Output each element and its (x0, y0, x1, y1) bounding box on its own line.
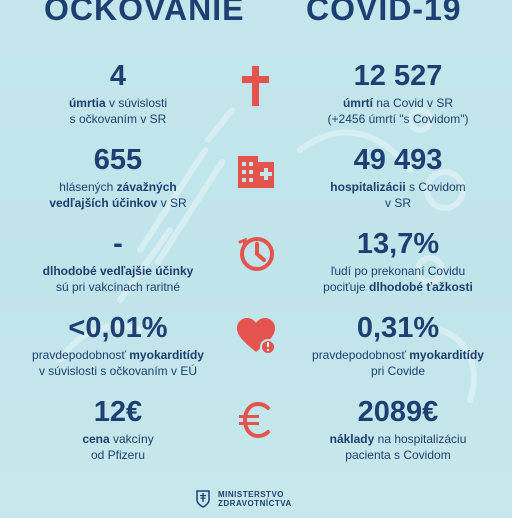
covid-hospitalizations-caption: hospitalizácii s Covidom v SR (294, 179, 502, 211)
covid-myocarditis-caption: pravdepodobnosť myokarditídy pri Covide (294, 347, 502, 379)
caption-text: pravdepodobnosť (312, 348, 410, 362)
vaccine-myocarditis-value: <0,01% (68, 312, 168, 344)
caption-text: ľudí po prekonaní Covidu (330, 264, 466, 278)
covid-myocarditis-value: 0,31% (356, 312, 440, 344)
caption-bold: úmrtia (68, 96, 106, 110)
stat-row-long-term: - dlhodobé vedľajšie účinky sú pri vakcí… (0, 228, 512, 312)
ministry-line1: MINISTERSTVO (218, 490, 285, 499)
caption-bold: myokarditídy (129, 348, 204, 362)
covid-long-term-stat: 13,7% ľudí po prekonaní Covidu pociťuje … (294, 228, 502, 295)
vaccine-long-term-caption: dlhodobé vedľajšie účinky sú pri vakcína… (18, 263, 218, 295)
vaccine-cost-stat: 12€ cena vakcíny od Pfizeru (18, 396, 218, 463)
vaccine-cost-value: 12€ (93, 396, 143, 428)
caption-bold: závažných (116, 180, 177, 194)
vaccine-long-term-stat: - dlhodobé vedľajšie účinky sú pri vakcí… (18, 228, 218, 295)
ministry-name: MINISTERSTVO ZDRAVOTNÍCTVA (218, 490, 292, 508)
caption-line2-bold: vedľajších účinkov (49, 196, 158, 210)
caption-bold: dlhodobé vedľajšie účinky (42, 264, 194, 278)
covid-cost-stat: 2089€ náklady na hospitalizáciu pacienta… (294, 396, 502, 463)
covid-deaths-caption: úmrtí na Covid v SR (+2456 úmrtí "s Covi… (294, 95, 502, 127)
heart-alert-icon (237, 318, 276, 355)
caption-line2: s očkovaním v SR (69, 112, 167, 126)
coat-of-arms-icon (196, 490, 210, 508)
vaccine-long-term-value: - (113, 228, 123, 260)
caption-text: na hospitalizáciu (374, 432, 467, 446)
caption-bold: náklady (329, 432, 375, 446)
caption-bold: myokarditídy (409, 348, 484, 362)
caption-text: na Covid v SR (372, 96, 454, 110)
caption-line2: sú pri vakcínach raritné (55, 280, 181, 294)
vaccine-myocarditis-caption: pravdepodobnosť myokarditídy v súvislost… (18, 347, 218, 379)
euro-icon (239, 401, 270, 439)
caption-line2: pacienta s Covidom (345, 448, 451, 462)
vaccine-deaths-stat: 4 úmrtia v súvislosti s očkovaním v SR (18, 60, 218, 127)
covid-cost-value: 2089€ (357, 396, 439, 428)
stat-row-deaths: 4 úmrtia v súvislosti s očkovaním v SR 1… (0, 60, 512, 144)
vaccination-title: OČKOVANIE (44, 0, 245, 27)
vaccine-deaths-value: 4 (109, 60, 127, 92)
vaccine-myocarditis-stat: <0,01% pravdepodobnosť myokarditídy v sú… (18, 312, 218, 379)
vaccine-deaths-caption: úmrtia v súvislosti s očkovaním v SR (18, 95, 218, 127)
covid-long-term-caption: ľudí po prekonaní Covidu pociťuje dlhodo… (294, 263, 502, 295)
caption-line2: pociťuje (323, 280, 370, 294)
caption-bold: hospitalizácii (330, 180, 406, 194)
ministry-logo: MINISTERSTVO ZDRAVOTNÍCTVA (196, 488, 316, 518)
ministry-line2: ZDRAVOTNÍCTVA (218, 499, 292, 508)
caption-text: hlásených (59, 180, 117, 194)
covid-cost-caption: náklady na hospitalizáciu pacienta s Cov… (294, 431, 502, 463)
caption-text: pravdepodobnosť (32, 348, 130, 362)
stat-row-side-effects: 655 hlásených závažných vedľajších účink… (0, 144, 512, 228)
covid-hospitalizations-stat: 49 493 hospitalizácii s Covidom v SR (294, 144, 502, 211)
caption-text: v súvislosti (105, 96, 168, 110)
clock-icon (238, 237, 274, 271)
cross-icon (242, 66, 269, 106)
caption-line2: od Pfizeru (90, 448, 146, 462)
caption-line2: v súvislosti s očkovaním v EÚ (38, 364, 198, 378)
covid-deaths-stat: 12 527 úmrtí na Covid v SR (+2456 úmrtí … (294, 60, 502, 127)
caption-bold: cena (82, 432, 110, 446)
caption-text: vakcíny (109, 432, 154, 446)
caption-line2: (+2456 úmrtí "s Covidom") (327, 112, 469, 126)
stat-row-costs: 12€ cena vakcíny od Pfizeru 2089€ náklad… (0, 396, 512, 480)
vaccine-side-effects-stat: 655 hlásených závažných vedľajších účink… (18, 144, 218, 211)
covid-long-term-value: 13,7% (356, 228, 440, 260)
caption-line2: v SR (157, 196, 187, 210)
caption-bold: úmrtí (342, 96, 373, 110)
covid-title: COVID-19 (306, 0, 462, 27)
hospital-icon (238, 156, 274, 188)
caption-line2-bold: dlhodobé ťažkosti (369, 280, 473, 294)
vaccine-side-effects-caption: hlásených závažných vedľajších účinkov v… (18, 179, 218, 211)
caption-line2: pri Covide (370, 364, 426, 378)
caption-line2: v SR (384, 196, 411, 210)
vaccine-cost-caption: cena vakcíny od Pfizeru (18, 431, 218, 463)
page-header: OČKOVANIE COVID-19 (0, 0, 512, 27)
caption-text: s Covidom (405, 180, 466, 194)
covid-hospitalizations-value: 49 493 (353, 144, 443, 176)
stat-row-myocarditis: <0,01% pravdepodobnosť myokarditídy v sú… (0, 312, 512, 396)
covid-deaths-value: 12 527 (353, 60, 443, 92)
vaccine-side-effects-value: 655 (93, 144, 143, 176)
covid-myocarditis-stat: 0,31% pravdepodobnosť myokarditídy pri C… (294, 312, 502, 379)
